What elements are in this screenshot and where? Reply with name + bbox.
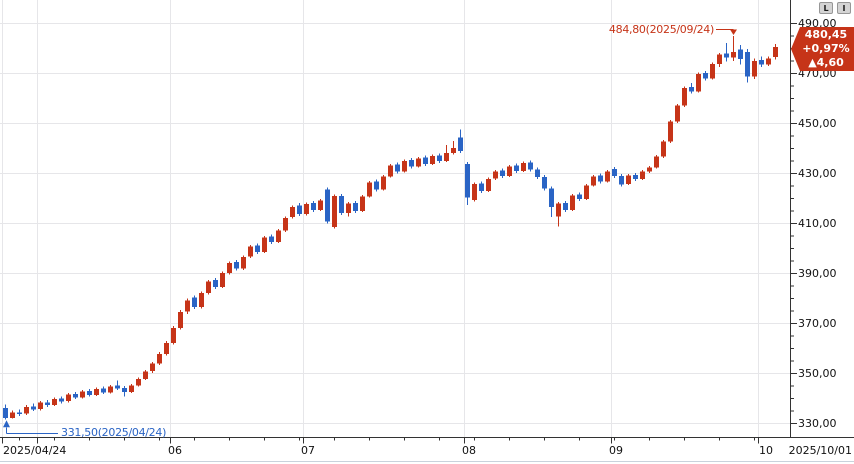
svg-text:370,00: 370,00 <box>798 317 837 330</box>
chart-toolbar: L I <box>819 2 851 14</box>
last-price-value: 480,45 <box>804 28 848 41</box>
svg-text:06: 06 <box>168 444 182 457</box>
svg-text:330,00: 330,00 <box>798 417 837 430</box>
svg-text:2025/10/01: 2025/10/01 <box>789 444 852 457</box>
svg-text:390,00: 390,00 <box>798 267 837 280</box>
last-price-flag: 480,45 +0,97% ▲4,60 <box>791 27 854 71</box>
linear-log-toggle-button[interactable]: L <box>819 2 833 14</box>
change-value: ▲4,60 <box>808 56 844 69</box>
svg-text:450,00: 450,00 <box>798 117 837 130</box>
svg-text:08: 08 <box>462 444 476 457</box>
svg-text:350,00: 350,00 <box>798 367 837 380</box>
svg-text:490,00: 490,00 <box>798 17 837 30</box>
svg-text:09: 09 <box>609 444 623 457</box>
indicator-button[interactable]: I <box>837 2 851 14</box>
high-price-annotation: 484,80(2025/09/24) <box>608 23 714 36</box>
change-percent: +0,97% <box>802 42 850 55</box>
svg-text:10: 10 <box>759 444 773 457</box>
svg-text:430,00: 430,00 <box>798 167 837 180</box>
svg-text:410,00: 410,00 <box>798 217 837 230</box>
svg-text:07: 07 <box>301 444 315 457</box>
svg-text:2025/04/24: 2025/04/24 <box>3 444 66 457</box>
low-price-annotation: 331,50(2025/04/24) <box>61 426 167 439</box>
